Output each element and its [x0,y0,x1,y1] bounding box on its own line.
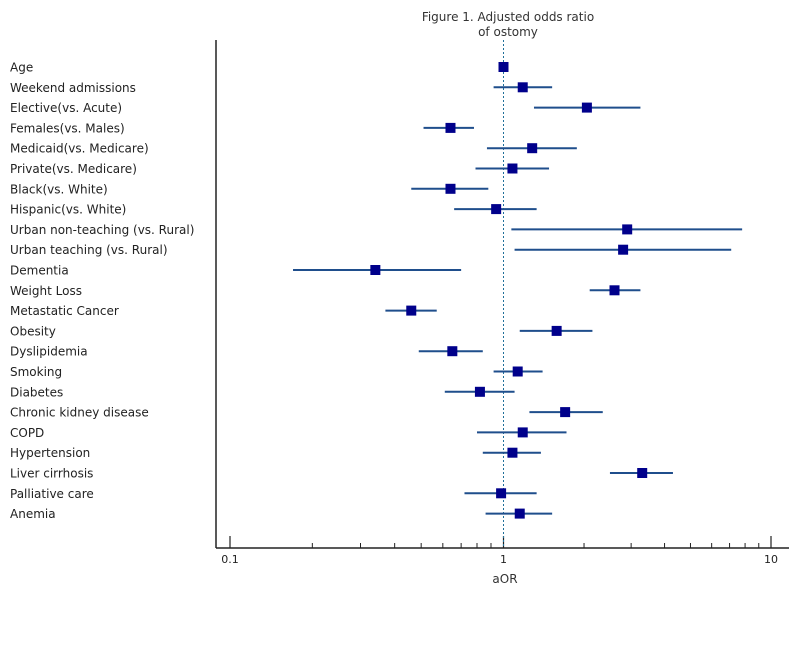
x-tick-label: 10 [764,553,778,566]
row-label: Weight Loss [10,284,82,298]
point-estimate-marker [370,265,381,275]
point-estimate-marker [618,244,629,255]
point-estimate-marker [406,305,417,316]
row-label: Medicaid(vs. Medicare) [10,142,149,156]
point-estimate-marker [445,122,456,133]
point-estimate-marker [581,102,592,113]
point-estimate-marker [517,427,528,438]
row-label: Diabetes [10,385,63,399]
point-estimate-marker [507,163,518,174]
row-label: Elective(vs. Acute) [10,101,122,115]
point-estimate-marker [496,488,507,499]
x-axis-title: aOR [492,572,517,586]
point-estimate-marker [514,508,525,519]
row-label: Dementia [10,264,69,278]
row-label: Dyslipidemia [10,345,88,359]
row-label: Chronic kidney disease [10,406,149,420]
row-labels: Age Weekend admissions Elective(vs. Acute)… [10,61,194,522]
row-label: Liver cirrhosis [10,467,93,481]
point-estimate-marker [527,143,538,154]
row-label: Black(vs. White) [10,182,108,196]
x-tick-label: 1 [500,553,507,566]
row-label: Anemia [10,507,56,521]
x-tick-label: 0.1 [221,553,239,566]
chart-title-line-2: of ostomy [478,25,538,39]
point-estimate-marker [445,183,456,194]
row-label: Hispanic(vs. White) [10,203,126,217]
row-label: Obesity [10,324,56,338]
row-label: COPD [10,426,44,440]
row-label: Hypertension [10,446,90,460]
row-label: Palliative care [10,487,94,501]
row-label: Urban teaching (vs. Rural) [10,243,168,257]
point-estimate-marker [551,325,562,336]
point-estimate-marker [517,82,528,93]
row-label: Smoking [10,365,62,379]
point-estimate-marker [474,386,485,397]
row-label: Age [10,61,33,75]
point-estimate-marker [512,366,523,377]
point-estimate-marker [447,346,458,357]
point-estimate-marker [507,447,518,458]
row-label: Urban non-teaching (vs. Rural) [10,223,194,237]
point-estimate-marker [498,62,509,72]
point-estimate-marker [622,224,633,235]
row-label: Private(vs. Medicare) [10,162,137,176]
chart-title-line-1: Figure 1. Adjusted odds ratio [422,10,594,24]
point-estimate-marker [609,285,620,296]
point-estimate-marker [491,204,502,215]
point-estimate-marker [637,468,648,478]
row-label: Females(vs. Males) [10,121,125,135]
row-label: Weekend admissions [10,81,136,95]
row-label: Metastatic Cancer [10,304,119,318]
point-estimate-marker [560,407,571,418]
plot-area: 0.1 1 10 [215,40,789,566]
